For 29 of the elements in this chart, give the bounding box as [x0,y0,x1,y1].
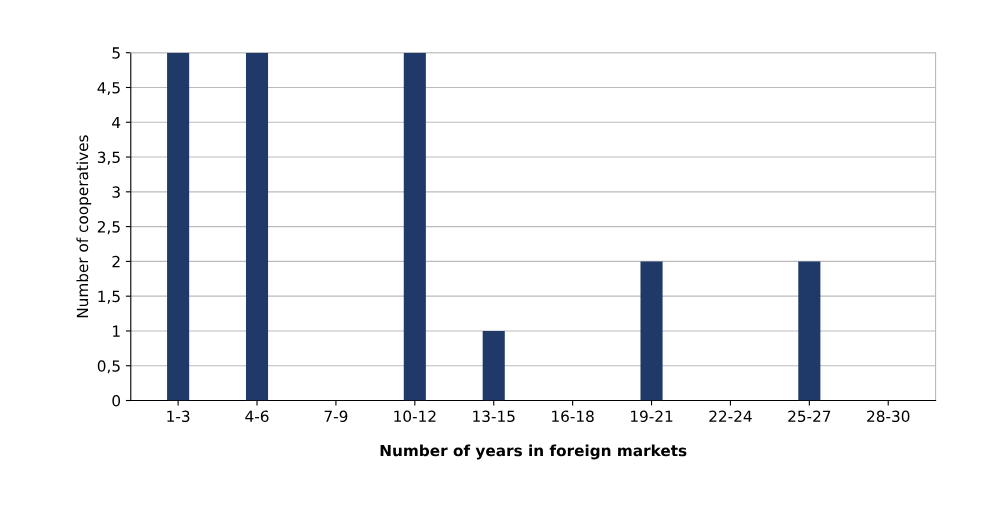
x-tick-label: 22-24 [709,410,752,422]
y-tick-label: 4 [112,116,121,129]
y-tick-label: 0 [112,394,121,407]
bar [798,261,821,401]
y-tick-label: 0,5 [97,360,120,374]
y-tick-label: 4,5 [97,82,120,96]
y-tick-label: 3,5 [97,151,120,165]
x-tick-label: 25-27 [788,410,831,423]
bar [167,52,190,401]
x-tick-label: 16-18 [552,410,594,423]
y-tick-label: 5 [112,47,120,59]
x-tick-label: 19-21 [631,410,673,423]
x-tick-label: 1-3 [167,410,190,423]
y-tick-label: 2,5 [97,221,120,235]
bar [640,261,663,401]
y-axis-title: Number of cooperatives [76,135,92,318]
y-tick-label: 2 [112,255,120,268]
x-tick-label: 4-6 [245,410,269,423]
x-tick-label: 28-30 [867,410,910,423]
x-tick-label: 10-12 [394,410,436,423]
bar [482,330,505,401]
x-tick-label: 7-9 [324,410,348,423]
y-tick-label: 1 [113,325,120,337]
bar [245,52,269,401]
y-tick-label: 3 [112,186,120,198]
x-axis-title: Number of years in foreign markets [380,444,687,460]
y-tick-label: 1,5 [98,290,120,304]
x-tick-label: 13-15 [473,410,515,423]
bar [403,52,426,401]
